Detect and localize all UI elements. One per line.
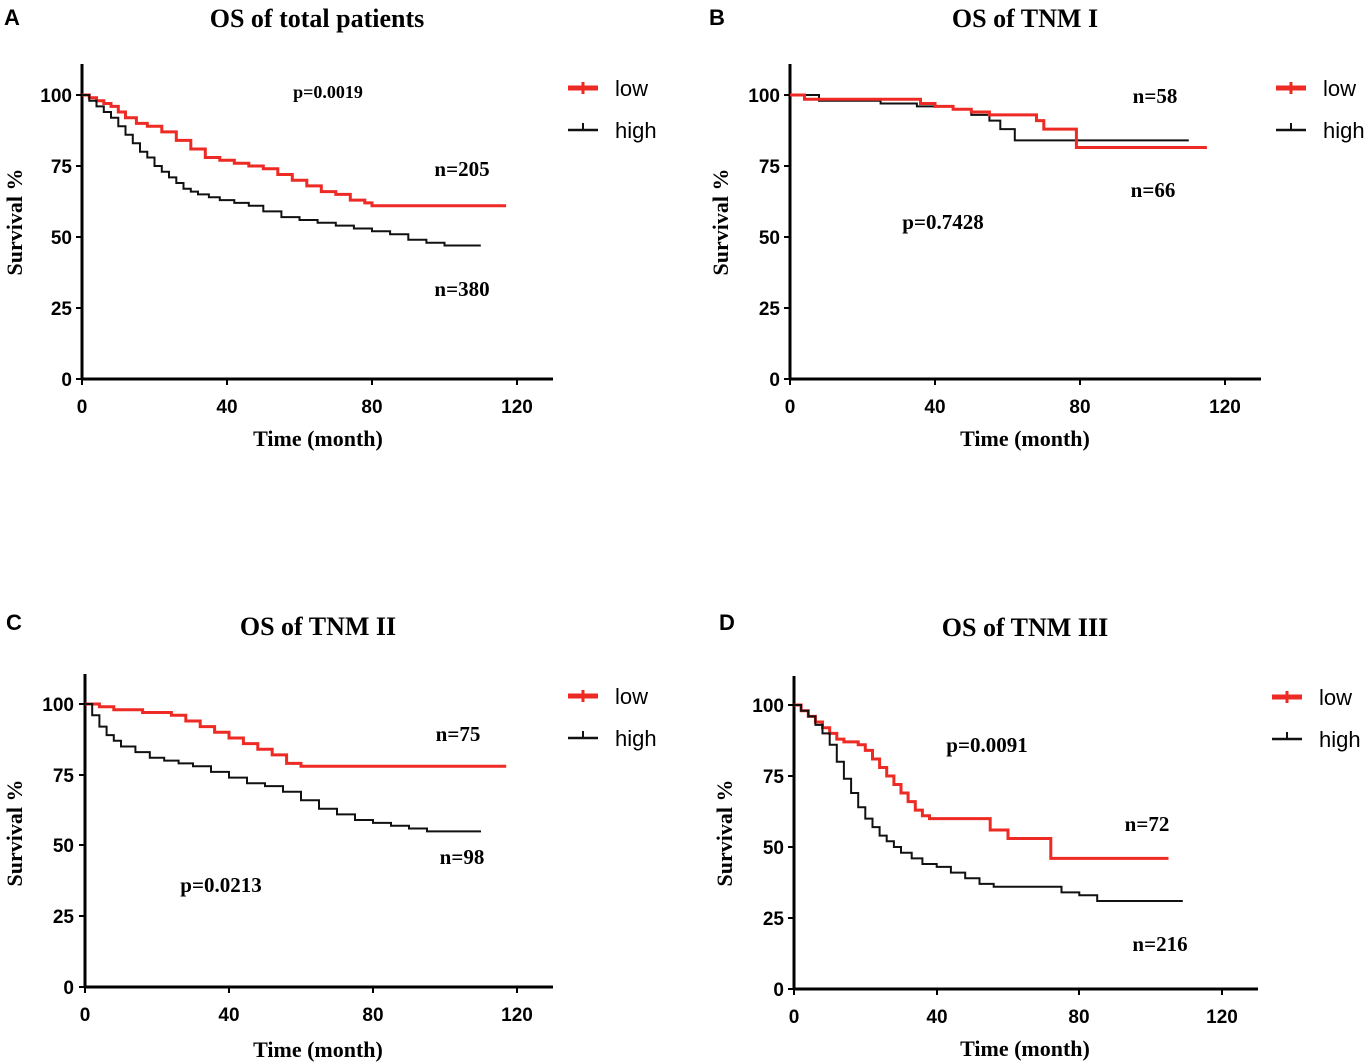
x-tick-label: 0 <box>77 397 88 418</box>
y-tick-label: 0 <box>773 980 784 1001</box>
legend-c: low high <box>568 684 657 751</box>
y-tick-label: 25 <box>51 299 73 320</box>
survival-curve-low-b <box>790 93 1207 149</box>
legend-label-low: low <box>1319 685 1352 710</box>
y-tick-label: 100 <box>40 86 72 107</box>
panel-letter-c: C <box>6 610 22 635</box>
x-ticks-c: 0 40 80 120 <box>80 987 533 1026</box>
legend-label-high: high <box>615 726 657 751</box>
y-tick-label: 0 <box>769 370 780 391</box>
y-ticks-b: 100 75 50 25 0 <box>748 86 790 391</box>
p-value-b: p=0.7428 <box>902 210 983 234</box>
count-label-low-d: n=72 <box>1125 812 1170 836</box>
legend-d: low high <box>1272 685 1361 752</box>
y-tick-label: 75 <box>759 157 781 178</box>
x-tick-label: 0 <box>785 397 796 418</box>
legend-label-high: high <box>1319 727 1361 752</box>
x-tick-label: 120 <box>501 397 533 418</box>
y-axis-title-c: Survival % <box>2 780 27 887</box>
x-tick-label: 80 <box>361 397 382 418</box>
x-tick-label: 0 <box>789 1007 800 1028</box>
y-axis-title-b: Survival % <box>708 169 733 276</box>
x-tick-label: 40 <box>926 1007 947 1028</box>
x-ticks-b: 0 40 80 120 <box>785 379 1241 418</box>
y-tick-label: 50 <box>53 836 74 857</box>
y-tick-label: 100 <box>752 696 784 717</box>
y-tick-label: 75 <box>53 766 75 787</box>
y-ticks-d: 100 75 50 25 0 <box>752 696 794 1001</box>
p-value-d: p=0.0091 <box>946 733 1027 757</box>
x-axis-title-b: Time (month) <box>960 426 1090 451</box>
y-ticks-c: 100 75 50 25 0 <box>42 695 85 999</box>
survival-curve-low-c <box>85 702 507 768</box>
count-label-low-b: n=66 <box>1131 178 1176 202</box>
count-label-high-c: n=98 <box>440 845 485 869</box>
survival-curve-high-c <box>85 703 481 833</box>
legend-label-low: low <box>615 684 648 709</box>
y-ticks-a: 100 75 50 25 0 <box>40 86 82 391</box>
x-axis-title-c: Time (month) <box>253 1037 383 1062</box>
survival-curve-low-a <box>82 93 507 208</box>
y-tick-label: 25 <box>53 907 75 928</box>
count-label-low-a: n=205 <box>434 157 489 181</box>
x-tick-label: 0 <box>80 1005 91 1026</box>
x-tick-label: 120 <box>501 1005 533 1026</box>
survival-curve-high-b <box>790 94 1189 142</box>
y-axis-title-d: Survival % <box>712 780 737 887</box>
count-label-high-a: n=380 <box>434 277 489 301</box>
survival-curve-high-a <box>82 94 481 247</box>
y-axis-title-a: Survival % <box>2 169 27 276</box>
x-axis-title-a: Time (month) <box>253 426 383 451</box>
chart-title-b: OS of TNM I <box>952 4 1098 33</box>
panel-letter-d: D <box>719 610 735 635</box>
legend-a: low high <box>568 76 657 143</box>
survival-curve-high-d <box>794 704 1183 902</box>
y-tick-label: 25 <box>759 299 781 320</box>
x-tick-label: 120 <box>1206 1007 1238 1028</box>
panel-d: D OS of TNM III Time (month) Survival % … <box>712 610 1361 1061</box>
y-tick-label: 75 <box>763 767 785 788</box>
legend-label-low: low <box>1323 76 1356 101</box>
x-tick-label: 80 <box>1068 1007 1089 1028</box>
y-tick-label: 100 <box>42 695 74 716</box>
y-tick-label: 50 <box>759 228 780 249</box>
chart-title-c: OS of TNM II <box>240 612 396 641</box>
chart-title-d: OS of TNM III <box>942 613 1108 642</box>
panel-b: B OS of TNM I Time (month) Survival % 10… <box>708 4 1365 451</box>
panel-c: C OS of TNM II Time (month) Survival % 1… <box>2 610 657 1062</box>
x-tick-label: 80 <box>1069 397 1090 418</box>
y-tick-label: 100 <box>748 86 780 107</box>
y-tick-label: 25 <box>763 909 785 930</box>
x-ticks-d: 0 40 80 120 <box>789 989 1238 1028</box>
y-tick-label: 50 <box>763 838 784 859</box>
x-tick-label: 80 <box>362 1005 383 1026</box>
y-tick-label: 50 <box>51 228 72 249</box>
chart-title-a: OS of total patients <box>210 4 425 33</box>
x-ticks-a: 0 40 80 120 <box>77 379 533 418</box>
x-axis-title-d: Time (month) <box>960 1036 1090 1061</box>
count-label-high-d: n=216 <box>1132 932 1187 956</box>
panel-letter-a: A <box>4 5 20 30</box>
count-label-high-b: n=58 <box>1133 84 1178 108</box>
p-value-c: p=0.0213 <box>180 873 261 897</box>
y-tick-label: 75 <box>51 157 73 178</box>
p-value-a: p=0.0019 <box>293 82 363 102</box>
y-tick-label: 0 <box>61 370 72 391</box>
x-tick-label: 40 <box>924 397 945 418</box>
legend-b: low high <box>1276 76 1365 143</box>
legend-label-high: high <box>615 118 657 143</box>
panel-a: A OS of total patients Time (month) Surv… <box>2 4 657 451</box>
legend-label-low: low <box>615 76 648 101</box>
survival-curve-low-d <box>794 703 1169 860</box>
legend-label-high: high <box>1323 118 1365 143</box>
x-tick-label: 40 <box>216 397 237 418</box>
count-label-low-c: n=75 <box>436 722 481 746</box>
x-tick-label: 120 <box>1209 397 1241 418</box>
y-tick-label: 0 <box>63 978 74 999</box>
panel-letter-b: B <box>709 5 725 30</box>
x-tick-label: 40 <box>218 1005 239 1026</box>
